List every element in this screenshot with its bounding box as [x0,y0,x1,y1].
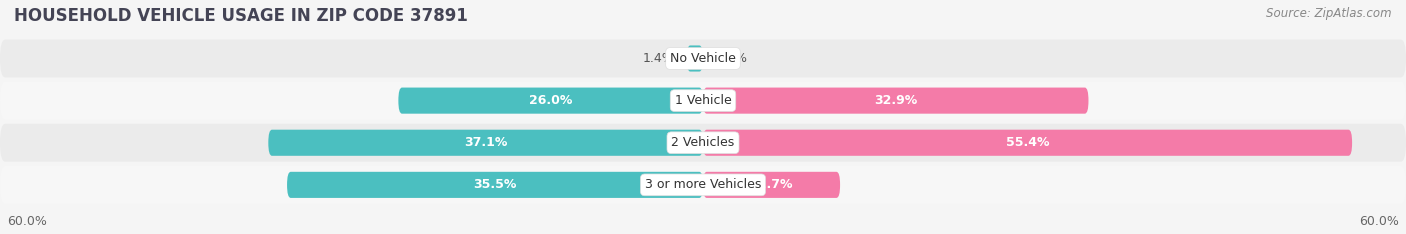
Text: 35.5%: 35.5% [474,178,517,191]
Text: 60.0%: 60.0% [1360,215,1399,228]
FancyBboxPatch shape [0,82,1406,120]
FancyBboxPatch shape [703,130,1353,156]
Text: 3 or more Vehicles: 3 or more Vehicles [645,178,761,191]
FancyBboxPatch shape [703,172,841,198]
Text: HOUSEHOLD VEHICLE USAGE IN ZIP CODE 37891: HOUSEHOLD VEHICLE USAGE IN ZIP CODE 3789… [14,7,468,25]
FancyBboxPatch shape [398,88,703,114]
FancyBboxPatch shape [0,124,1406,162]
FancyBboxPatch shape [0,40,1406,77]
Text: 60.0%: 60.0% [7,215,46,228]
Text: 2 Vehicles: 2 Vehicles [672,136,734,149]
Text: 1 Vehicle: 1 Vehicle [675,94,731,107]
FancyBboxPatch shape [269,130,703,156]
FancyBboxPatch shape [686,45,703,72]
Text: 11.7%: 11.7% [749,178,793,191]
Text: 1.4%: 1.4% [643,52,675,65]
Text: 26.0%: 26.0% [529,94,572,107]
FancyBboxPatch shape [287,172,703,198]
Text: 32.9%: 32.9% [875,94,917,107]
FancyBboxPatch shape [703,88,1088,114]
Text: 0.0%: 0.0% [714,52,747,65]
FancyBboxPatch shape [0,166,1406,204]
Text: Source: ZipAtlas.com: Source: ZipAtlas.com [1267,7,1392,20]
Text: No Vehicle: No Vehicle [671,52,735,65]
Text: 55.4%: 55.4% [1005,136,1049,149]
Text: 37.1%: 37.1% [464,136,508,149]
